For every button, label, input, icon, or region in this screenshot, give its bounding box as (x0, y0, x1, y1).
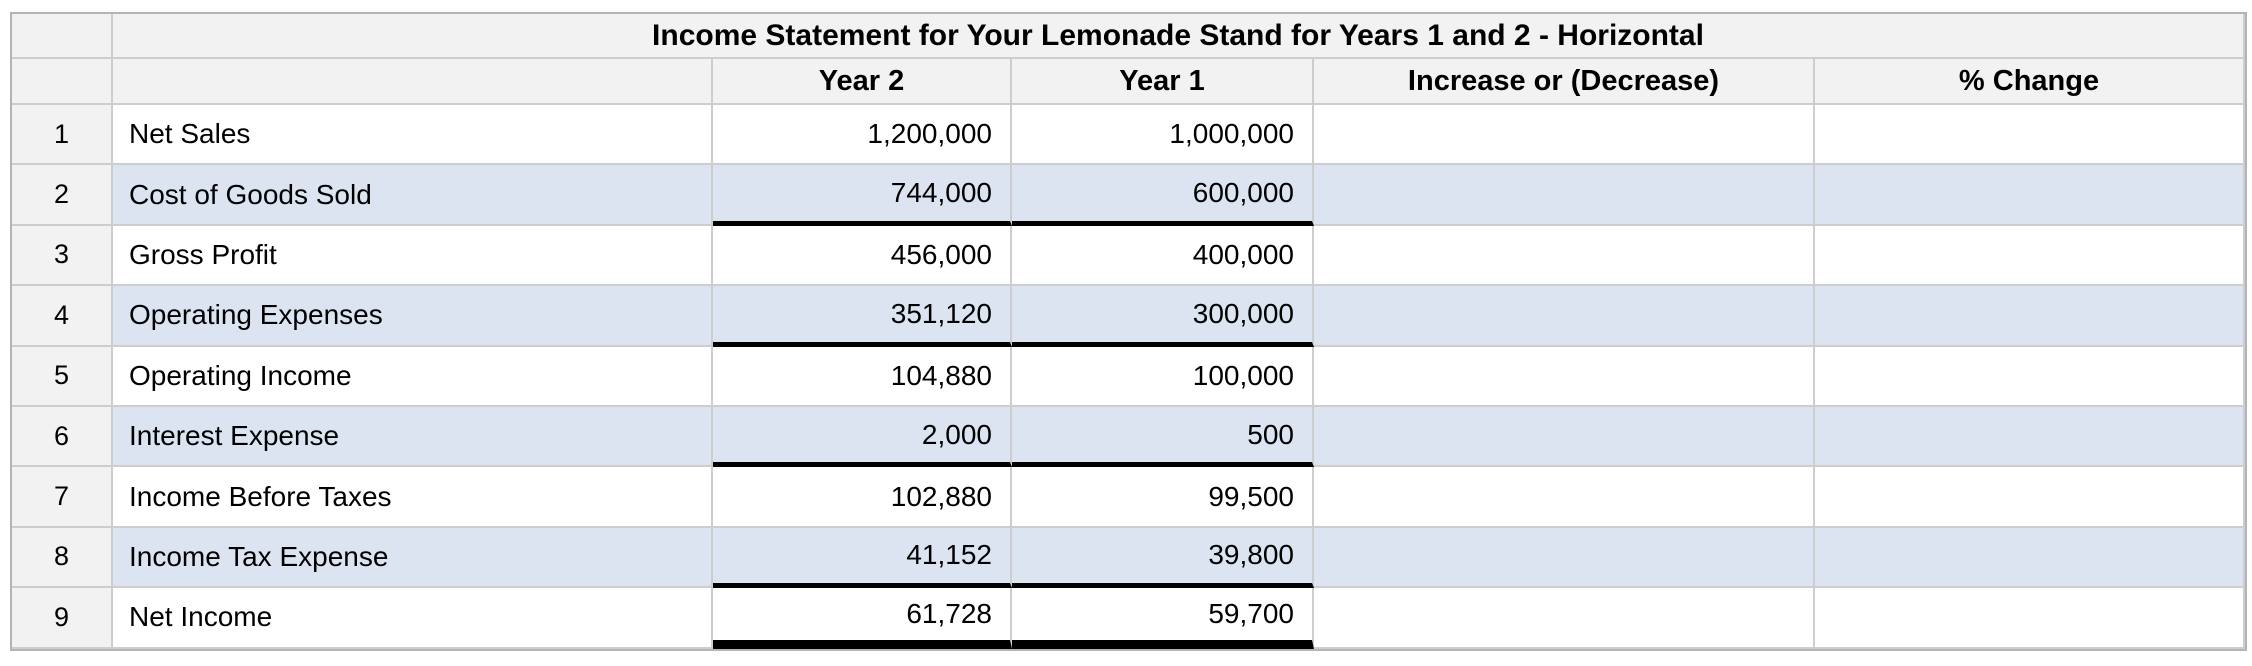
cell-year1[interactable]: 300,000 (1012, 286, 1314, 347)
cell-year1[interactable]: 39,800 (1012, 527, 1314, 589)
row-number[interactable]: 4 (12, 286, 113, 347)
row-number[interactable]: 9 (12, 588, 113, 649)
cell-year2[interactable]: 744,000 (713, 165, 1012, 226)
column-header-increase[interactable]: Increase or (Decrease) (1314, 59, 1815, 105)
cell-increase[interactable] (1314, 406, 1815, 468)
cell-year2[interactable]: 104,880 (713, 346, 1012, 407)
table-title: Income Statement for Your Lemonade Stand… (113, 14, 2245, 59)
cell-label[interactable]: Income Before Taxes (113, 467, 713, 528)
cell-pct-change[interactable] (1815, 467, 2245, 528)
cell-label[interactable]: Net Income (113, 588, 713, 649)
cell-label[interactable]: Gross Profit (113, 225, 713, 287)
cell-increase[interactable] (1314, 105, 1815, 166)
cell-pct-change[interactable] (1815, 165, 2245, 226)
row-number[interactable]: 1 (12, 105, 113, 166)
cell-year2[interactable]: 41,152 (713, 527, 1012, 589)
cell-pct-change[interactable] (1815, 406, 2245, 468)
cell-year1[interactable]: 600,000 (1012, 165, 1314, 226)
cell-increase[interactable] (1314, 286, 1815, 347)
cell-pct-change[interactable] (1815, 286, 2245, 347)
cell-year2[interactable]: 102,880 (713, 467, 1012, 528)
row-number[interactable]: 7 (12, 467, 113, 528)
label-header-cell[interactable] (113, 59, 713, 105)
cell-label[interactable]: Cost of Goods Sold (113, 165, 713, 226)
cell-year2[interactable]: 61,728 (713, 588, 1012, 649)
gutter-header-cell[interactable] (12, 59, 113, 105)
cell-year1[interactable]: 400,000 (1012, 225, 1314, 287)
row-number[interactable]: 6 (12, 406, 113, 468)
cell-year1[interactable]: 59,700 (1012, 588, 1314, 649)
cell-year1[interactable]: 1,000,000 (1012, 105, 1314, 166)
cell-year1[interactable]: 500 (1012, 406, 1314, 468)
cell-year1[interactable]: 99,500 (1012, 467, 1314, 528)
cell-label[interactable]: Income Tax Expense (113, 527, 713, 589)
cell-label[interactable]: Interest Expense (113, 406, 713, 468)
cell-increase[interactable] (1314, 467, 1815, 528)
cell-increase[interactable] (1314, 346, 1815, 407)
cell-increase[interactable] (1314, 588, 1815, 649)
cell-pct-change[interactable] (1815, 588, 2245, 649)
row-number[interactable]: 2 (12, 165, 113, 226)
cell-label[interactable]: Operating Expenses (113, 286, 713, 347)
cell-label[interactable]: Net Sales (113, 105, 713, 166)
cell-increase[interactable] (1314, 225, 1815, 287)
cell-increase[interactable] (1314, 527, 1815, 589)
cell-label[interactable]: Operating Income (113, 346, 713, 407)
cell-year2[interactable]: 2,000 (713, 406, 1012, 468)
cell-year1[interactable]: 100,000 (1012, 346, 1314, 407)
row-number[interactable]: 3 (12, 225, 113, 287)
row-number[interactable]: 5 (12, 346, 113, 407)
row-number[interactable]: 8 (12, 527, 113, 589)
cell-pct-change[interactable] (1815, 527, 2245, 589)
cell-year2[interactable]: 456,000 (713, 225, 1012, 287)
column-header-year2[interactable]: Year 2 (713, 59, 1012, 105)
cell-year2[interactable]: 351,120 (713, 286, 1012, 347)
cell-pct-change[interactable] (1815, 225, 2245, 287)
cell-year2[interactable]: 1,200,000 (713, 105, 1012, 166)
column-header-year1[interactable]: Year 1 (1012, 59, 1314, 105)
column-header-pct-change[interactable]: % Change (1815, 59, 2245, 105)
gutter-corner-cell[interactable] (12, 14, 113, 59)
cell-pct-change[interactable] (1815, 346, 2245, 407)
cell-pct-change[interactable] (1815, 105, 2245, 166)
income-statement-table: Income Statement for Your Lemonade Stand… (10, 12, 2247, 651)
cell-increase[interactable] (1314, 165, 1815, 226)
